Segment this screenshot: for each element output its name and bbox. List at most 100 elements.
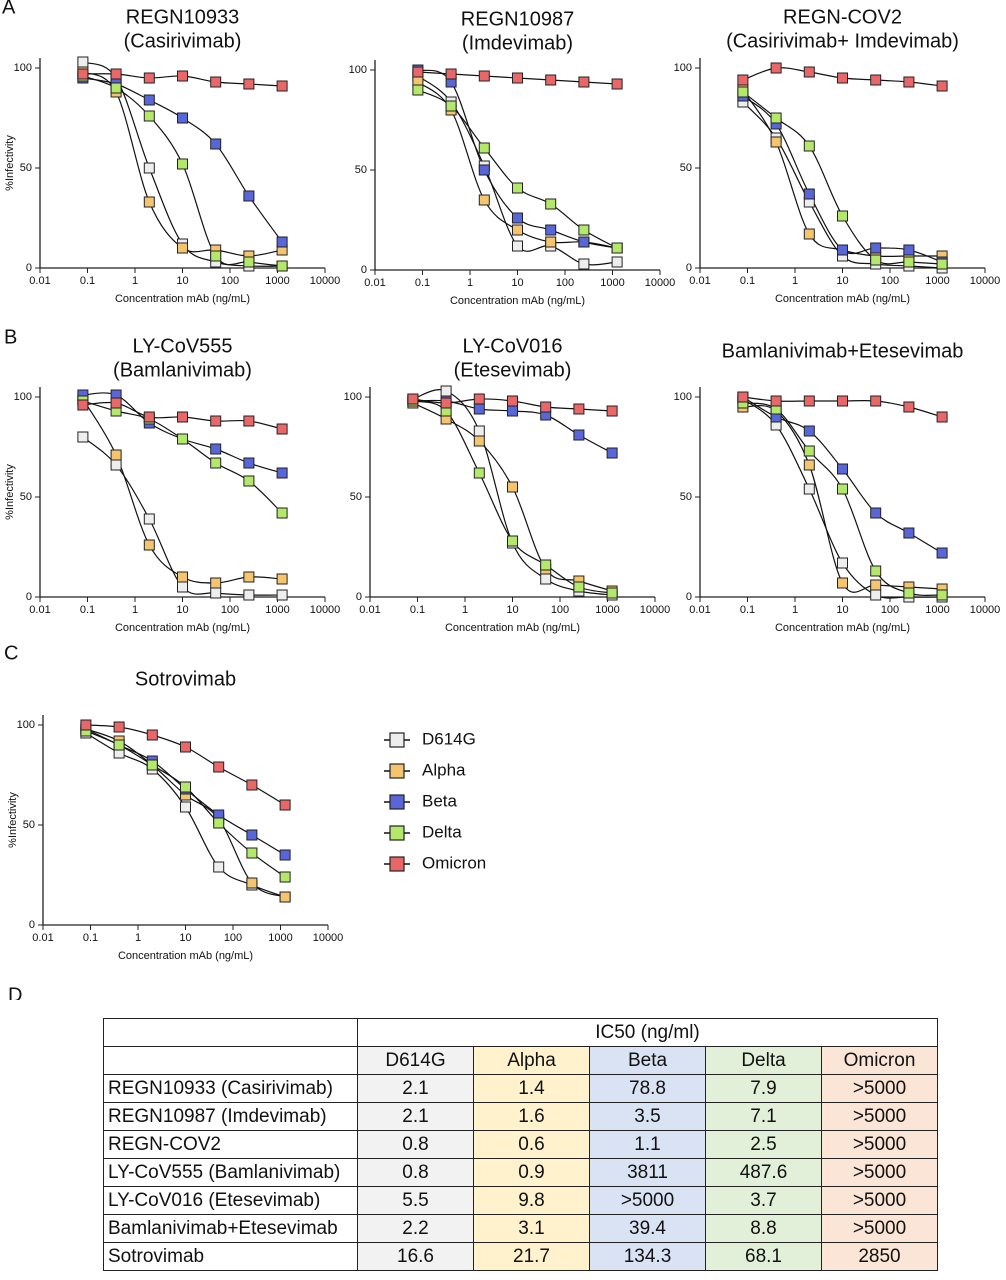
data-point [903,587,915,599]
corner-cell [103,1046,358,1075]
data-point [243,457,255,469]
data-point [837,210,848,222]
data-point [837,72,848,84]
chart-subtitle: (Casirivimab+ Imdevimab) [726,30,959,52]
data-point [473,393,485,405]
legend-swatch [389,732,405,748]
x-tick-label: 1 [132,275,138,287]
data-point [243,415,255,427]
data-point [210,415,222,427]
data-point [143,110,155,122]
x-tick-label: 0.01 [359,604,380,616]
y-tick-label: 0 [686,591,692,603]
column-header: Omicron [821,1046,938,1075]
data-point [440,385,452,397]
data-point [246,829,258,841]
row-name: Bamlanivimab+Etesevimab [103,1214,358,1243]
data-point [578,258,590,270]
data-point [77,399,89,411]
y-tick-label: 50 [20,162,32,174]
x-tick-label: 1000 [925,275,949,287]
data-point [143,539,155,551]
data-point [177,433,188,445]
x-tick-label: 0.01 [32,932,53,944]
data-point [507,405,518,417]
data-point [146,729,158,741]
data-point [870,242,882,254]
table-row: LY-CoV016 (Etesevimab) 5.5 9.8 >5000 3.7 >500… [103,1186,938,1215]
data-point [445,68,457,80]
ic50-cell: 39.4 [589,1214,706,1243]
ic50-cell: 3.5 [589,1102,706,1131]
data-point [936,589,948,601]
data-point [507,395,518,407]
data-point [110,459,122,471]
data-point [512,182,523,194]
chart-title: Sotrovimab [135,668,236,690]
data-point [177,581,188,593]
data-point [110,68,122,80]
data-point [507,481,518,493]
x-tick-label: 1 [467,277,473,289]
data-point [545,236,557,248]
x-tick-label: 10000 [970,275,1001,287]
data-point [540,401,552,413]
table-row: REGN10987 (Imdevimab) 2.1 1.6 3.5 7.1 >5000 [103,1102,938,1131]
y-tick-label: 0 [686,262,692,274]
y-tick-label: 50 [20,491,32,503]
y-tick-label: 0 [29,919,35,931]
ic50-cell: >5000 [821,1214,938,1243]
data-point [177,411,188,423]
data-point [936,411,948,423]
x-tick-label: 10000 [310,604,341,616]
chart-title: LY-CoV016 [462,335,562,357]
y-tick-label: 50 [23,819,35,831]
data-point [606,405,618,417]
data-point [770,395,782,407]
corner-cell [103,1018,358,1047]
data-point [473,467,485,479]
x-tick-label: 100 [551,604,569,616]
data-point [276,573,288,585]
y-tick-label: 50 [680,162,692,174]
chart-title: Bamlanivimab+Etesevimab [722,340,964,362]
x-tick-label: 1 [132,604,138,616]
data-point [210,443,222,455]
x-tick-label: 10000 [970,604,1001,616]
data-point [276,423,288,435]
data-point [837,244,848,256]
data-point [770,136,782,148]
chart-subtitle: (Casirivimab) [124,30,242,52]
data-point [803,140,815,152]
row-name: REGN10933 (Casirivimab) [103,1074,358,1103]
x-tick-label: 1000 [265,275,289,287]
ic50-cell: 3.1 [473,1214,590,1243]
data-point [243,256,255,268]
data-point [276,260,288,272]
data-point [473,425,485,437]
data-point [573,429,585,441]
ic50-cell: 487.6 [705,1158,822,1187]
data-point [177,158,188,170]
x-tick-label: 10 [511,277,523,289]
x-axis-label: Concentration mAb (ng/mL) [775,622,910,634]
data-point [177,70,188,82]
data-point [611,242,623,254]
data-point [903,256,915,268]
x-tick-label: 1 [792,275,798,287]
x-tick-label: 10 [836,604,848,616]
row-name: Sotrovimab [103,1242,358,1271]
legend-swatch [389,825,405,841]
y-tick-label: 100 [674,62,692,74]
data-point [578,76,590,88]
data-point [512,224,523,236]
data-point [276,589,288,601]
data-point [213,817,225,829]
data-point [837,557,848,569]
ic50-cell: 8.8 [705,1214,822,1243]
row-name: REGN10987 (Imdevimab) [103,1102,358,1131]
data-point [936,547,948,559]
table-row: Bamlanivimab+Etesevimab 2.2 3.1 39.4 8.8 >500… [103,1214,938,1243]
ic50-cell: >5000 [821,1074,938,1103]
data-point [578,224,590,236]
